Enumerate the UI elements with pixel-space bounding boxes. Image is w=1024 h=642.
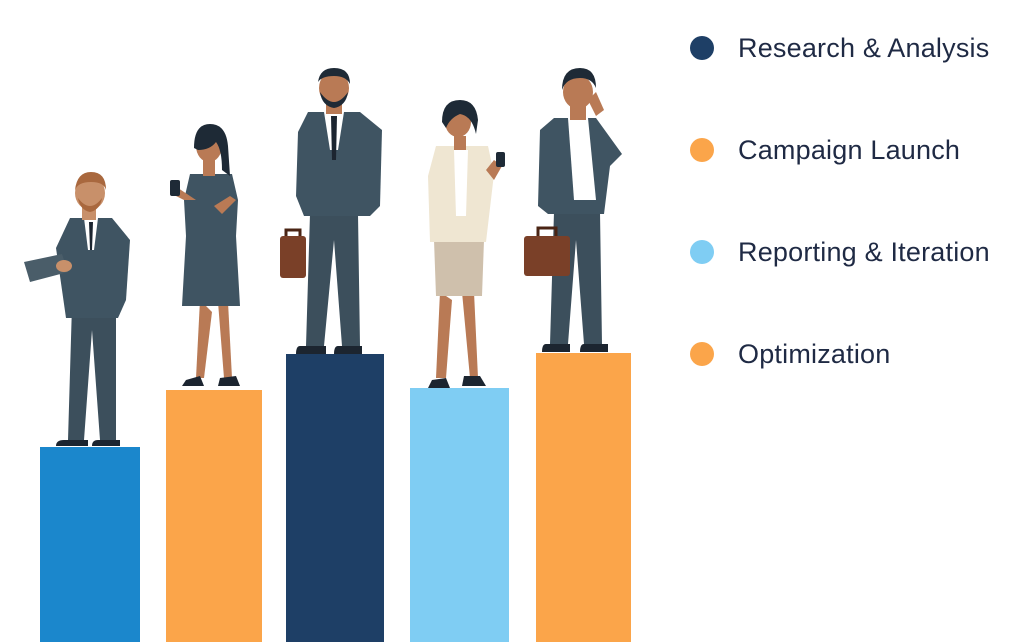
legend-item-optimization: Optimization [690,336,1024,372]
woman-phone-icon [170,124,240,386]
legend-label: Research & Analysis [738,32,990,63]
businessman-briefcase-icon [280,68,382,354]
bar-3 [286,354,384,642]
bar-5 [536,353,631,642]
legend-dot-icon [690,138,714,162]
legend-dot-icon [690,342,714,366]
legend-dot-icon [690,240,714,264]
legend-label: Optimization [738,338,891,369]
businessman-tablet-icon [24,172,130,446]
legend-item-campaign: Campaign Launch [690,132,1024,168]
legend-label: Campaign Launch [738,134,961,165]
man-phone-call-icon [524,68,622,352]
bar-2 [166,390,262,642]
woman-phone-icon [428,100,505,388]
legend-label: Reporting & Iteration [738,236,990,267]
bar-4 [410,388,509,642]
legend: Research & Analysis Campaign Launch Repo… [690,30,1024,438]
legend-item-reporting: Reporting & Iteration [690,234,1024,270]
legend-dot-icon [690,36,714,60]
bar-1 [40,447,140,642]
legend-item-research: Research & Analysis [690,30,1024,66]
